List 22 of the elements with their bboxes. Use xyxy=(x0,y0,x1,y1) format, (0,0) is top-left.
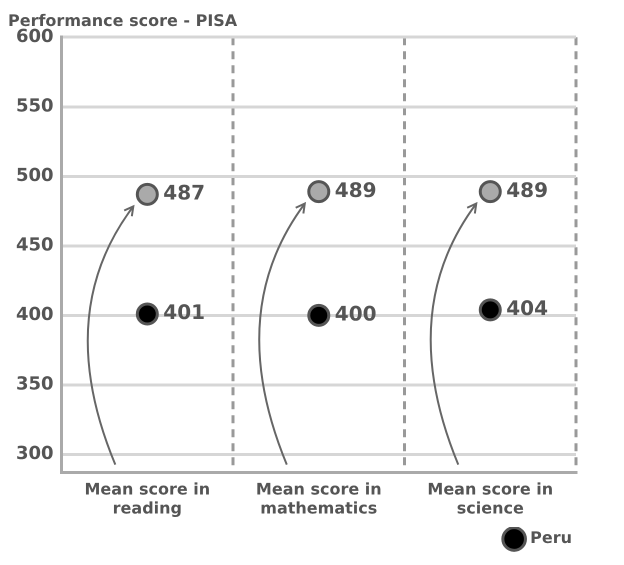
y-tick-label: 400 xyxy=(16,304,54,326)
point xyxy=(136,302,159,326)
y-tick-label: 300 xyxy=(16,443,54,464)
x-tick-label: Mean score in mathematics xyxy=(256,479,382,518)
y-tick-label: 500 xyxy=(16,164,54,186)
point xyxy=(307,180,330,204)
x-tick-label: Mean score in reading xyxy=(84,479,210,518)
point xyxy=(307,304,330,327)
data-label: 489 xyxy=(334,178,377,202)
data-label: 404 xyxy=(506,296,548,320)
data-label: 487 xyxy=(163,180,206,205)
data-label: 401 xyxy=(163,300,206,324)
data-label: 489 xyxy=(506,178,548,202)
y-tick-label: 450 xyxy=(16,234,54,256)
y-tick-label: 550 xyxy=(16,95,54,116)
data-label: 400 xyxy=(334,302,377,326)
y-tick-label: 350 xyxy=(16,374,54,395)
point xyxy=(136,182,159,206)
point xyxy=(478,298,502,322)
x-tick-label: Mean score in science xyxy=(427,479,554,518)
legend-label: Peru xyxy=(530,528,572,548)
point xyxy=(478,180,502,204)
